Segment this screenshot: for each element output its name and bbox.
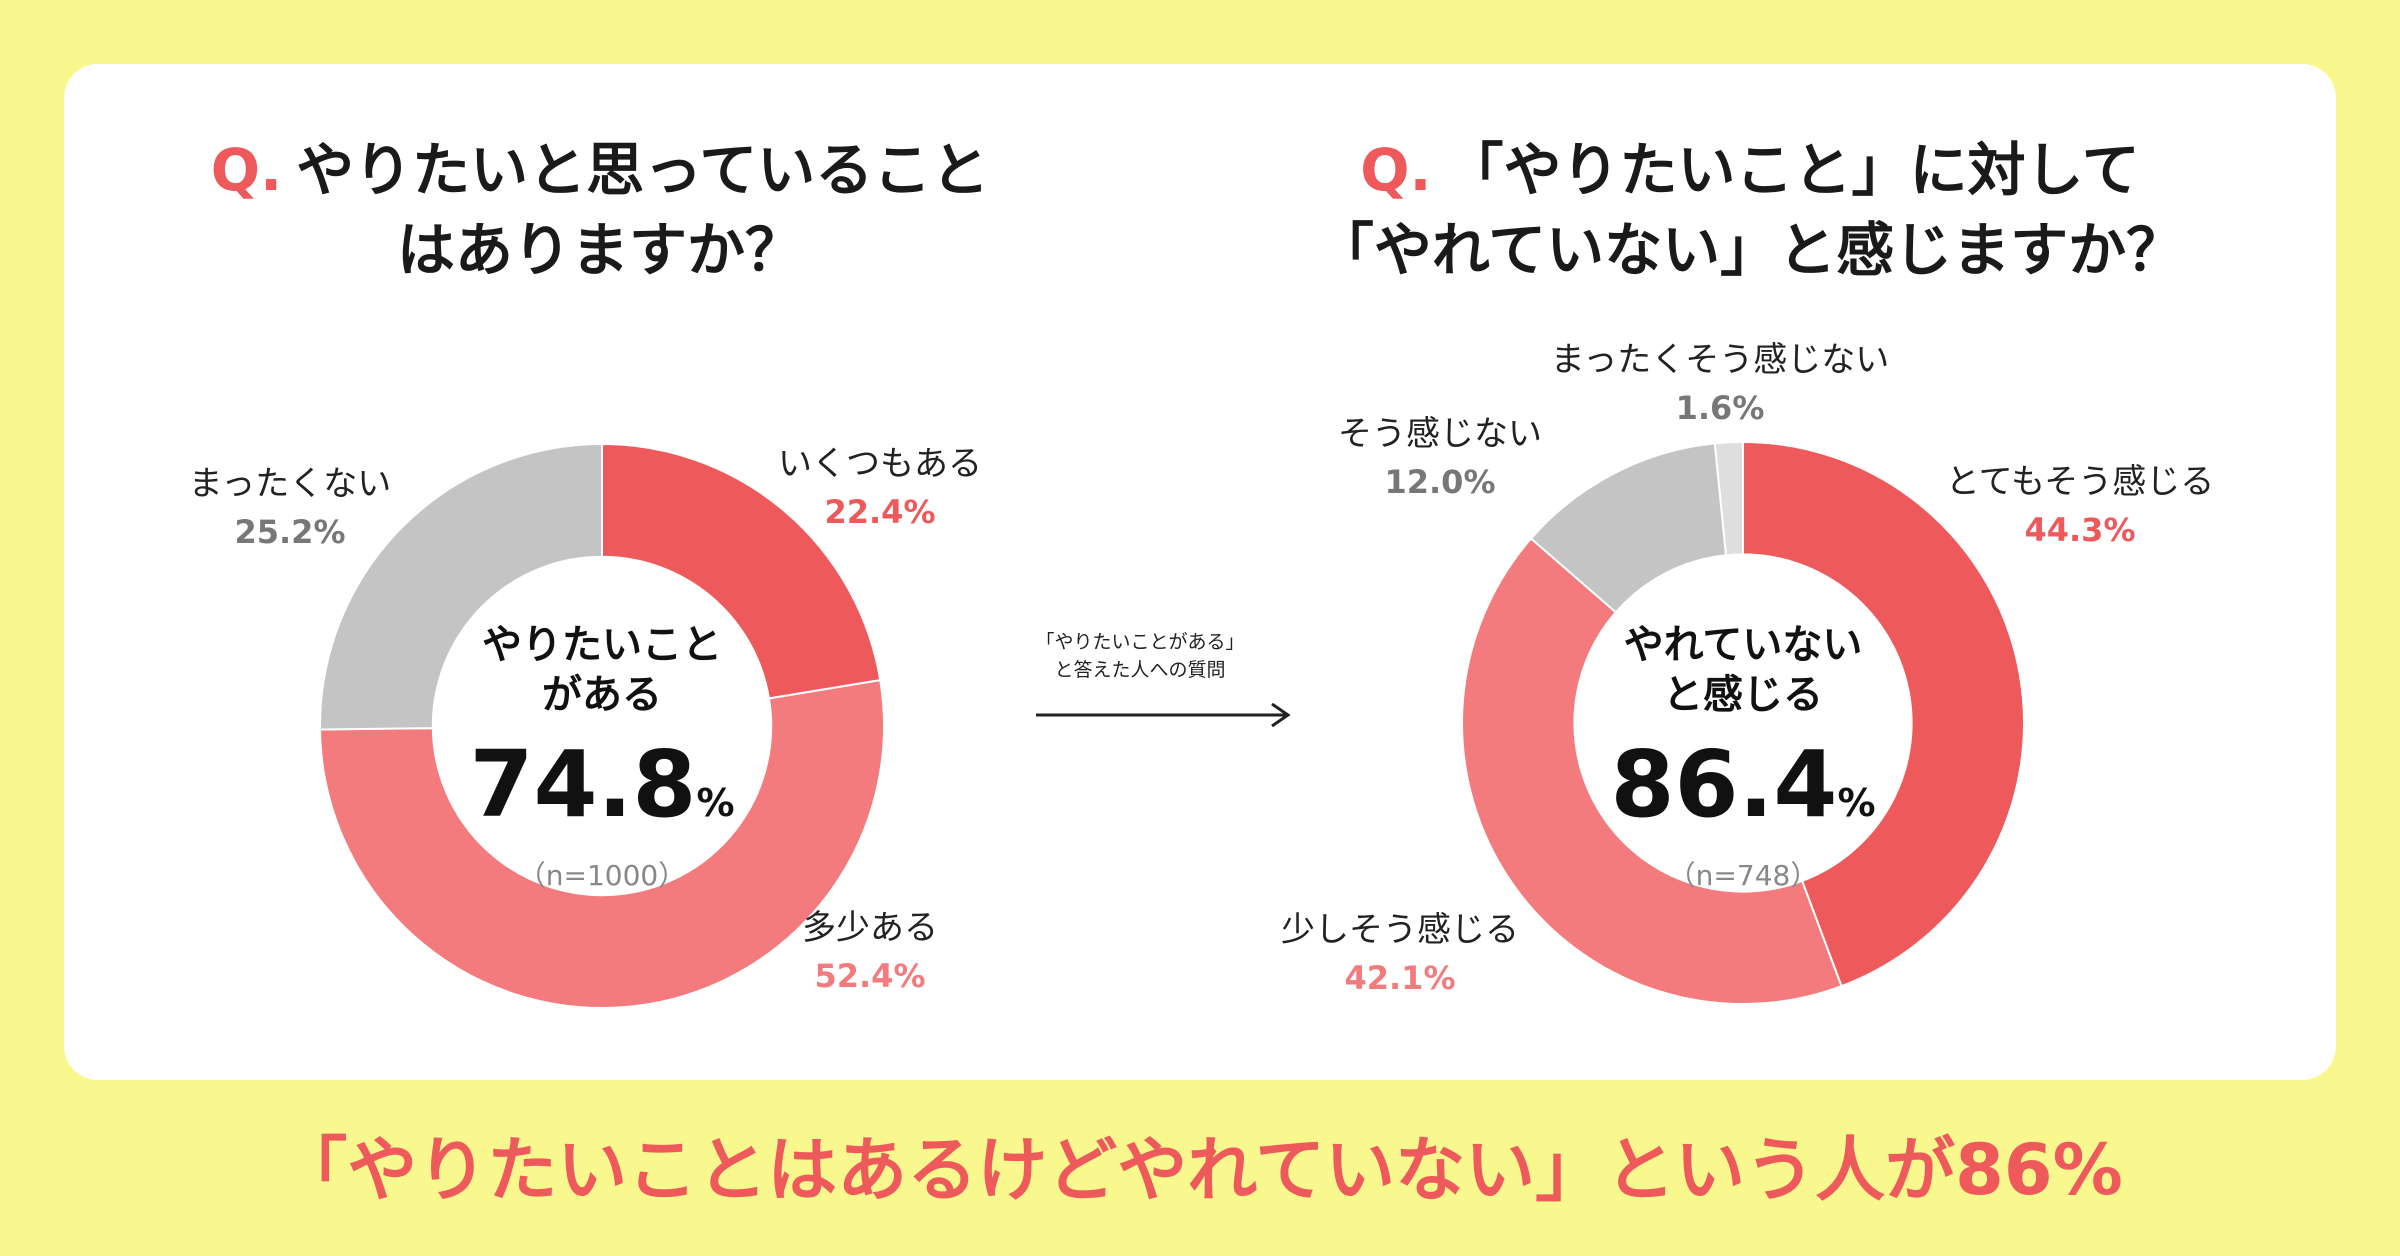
chart2-slice-value: 12.0% [1384, 463, 1496, 501]
arrow-note-line1: 「やりたいことがある」 [1035, 631, 1245, 653]
chart1-center: やりたいこと がある 74.8% （n=1000） [452, 620, 752, 894]
chart2-title: Q. 「やりたいこと」に対して 「やれていない」と感じますか？ [1250, 130, 2250, 290]
chart1-slice-value: 52.4% [814, 957, 926, 995]
chart1-slice-3 [319, 442, 603, 731]
chart2-slice-value: 44.3% [2024, 511, 2136, 549]
arrow-note: 「やりたいことがある」 と答えた人への質問 [1010, 628, 1270, 684]
chart2-center-line1: やれていない [1623, 622, 1863, 668]
chart2-slice-value: 1.6% [1675, 389, 1765, 427]
chart2-slice-2 [1461, 537, 1843, 1005]
chart2-center-unit: % [1837, 781, 1876, 825]
chart1-q-prefix: Q. [210, 136, 283, 204]
chart1-slice-label: いくつもある 22.4% [740, 440, 1020, 536]
chart1-title: Q. やりたいと思っていること はありますか？ [150, 130, 1050, 290]
chart2-slice-name: まったくそう感じない [1550, 340, 1890, 380]
chart2-slice-name: とてもそう感じる [1945, 462, 2215, 502]
chart2-center: やれていない と感じる 86.4% （n=748） [1583, 620, 1903, 894]
chart2-slice-value: 42.1% [1344, 959, 1456, 997]
chart1-slice-value: 22.4% [824, 493, 936, 531]
chart2-slice-label: まったくそう感じない 1.6% [1510, 336, 1930, 432]
chart1-center-line2: がある [542, 672, 662, 718]
chart2-slice-name: 少しそう感じる [1281, 910, 1519, 950]
chart1-slice-1 [601, 442, 882, 700]
chart2-slice-label: とてもそう感じる 44.3% [1900, 458, 2260, 554]
headline: 「やりたいことはあるけどやれていない」という人が86% [277, 1129, 2123, 1211]
chart1-slice-label: 多少ある 52.4% [760, 904, 980, 1000]
chart2-center-value-row: 86.4% [1583, 730, 1903, 858]
chart1-slice-label: まったくない 25.2% [140, 460, 440, 556]
chart2-title-line2: 「やれていない」と感じますか？ [1315, 216, 2185, 284]
chart1-slice-name: いくつもある [778, 444, 982, 484]
chart1-slice-value: 25.2% [234, 513, 346, 551]
chart2-slice-label: 少しそう感じる 42.1% [1240, 906, 1560, 1002]
chart1-slice-name: まったくない [188, 464, 392, 504]
chart1-center-value-row: 74.8% [452, 730, 752, 858]
chart2-q-prefix: Q. [1360, 136, 1432, 204]
chart1-slice-name: 多少ある [802, 908, 938, 948]
chart1-title-line2: はありますか？ [396, 216, 803, 284]
chart2-center-note: （n=748） [1667, 859, 1819, 892]
chart2-title-line1: 「やりたいこと」に対して [1445, 136, 2140, 204]
chart1-center-unit: % [696, 781, 735, 825]
chart2-center-value: 86.4 [1610, 731, 1838, 838]
chart2-slice-1 [1742, 440, 2025, 988]
chart2-slice-4 [1713, 440, 1744, 557]
arrow-note-line2: と答えた人への質問 [1054, 659, 1226, 681]
chart1-center-value: 74.8 [469, 731, 697, 838]
chart1-center-line1: やりたいこと [482, 622, 722, 668]
chart2-donut [1461, 440, 2025, 1005]
right-arrow-icon [1036, 702, 1291, 728]
chart1-title-line1: やりたいと思っていること [296, 136, 990, 204]
chart1-center-note: （n=1000） [517, 859, 687, 892]
chart1-slice-2 [319, 678, 885, 1009]
chart2-slice-label: そう感じない 12.0% [1310, 410, 1570, 506]
chart1-donut [319, 442, 885, 1009]
chart2-center-line2: と感じる [1663, 672, 1823, 718]
chart2-slice-name: そう感じない [1338, 414, 1542, 454]
